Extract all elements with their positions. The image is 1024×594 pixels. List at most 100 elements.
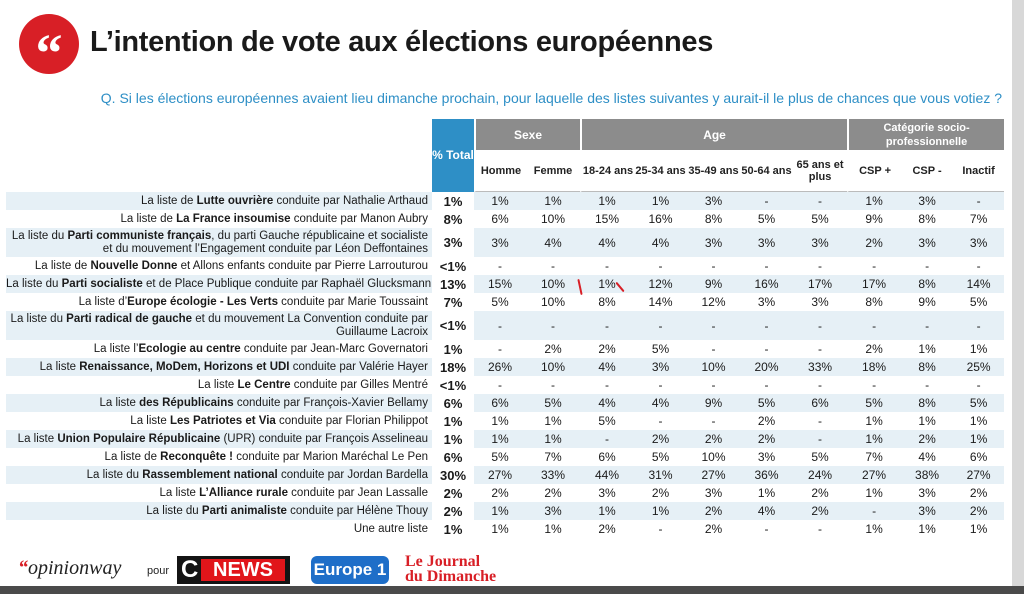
total-value: 8%: [432, 210, 474, 228]
cell-value: -: [793, 520, 848, 538]
table-row: La liste Renaissance, MoDem, Horizons et…: [6, 358, 1005, 376]
cell-value: 9%: [687, 394, 740, 412]
cell-value: 9%: [901, 293, 954, 311]
cell-value: 2%: [526, 340, 580, 358]
table-row: La liste Union Populaire Républicaine (U…: [6, 430, 1005, 448]
cell-value: -: [953, 376, 1005, 394]
cell-value: 6%: [474, 210, 526, 228]
list-label: La liste de Nouvelle Donne et Allons enf…: [6, 257, 432, 275]
cell-value: 8%: [901, 210, 954, 228]
cell-value: -: [953, 192, 1005, 210]
cell-value: 3%: [580, 484, 634, 502]
cell-value: 36%: [740, 466, 793, 484]
cell-value: 6%: [953, 448, 1005, 466]
cell-value: 4%: [634, 228, 687, 257]
total-value: 1%: [432, 430, 474, 448]
cell-value: 33%: [526, 466, 580, 484]
column-subheader: Inactif: [953, 150, 1005, 192]
page-title: L’intention de vote aux élections europé…: [90, 26, 714, 58]
results-table: % Total Sexe Age Catégorie socio-profess…: [6, 119, 1005, 538]
cell-value: 5%: [740, 394, 793, 412]
cell-value: -: [793, 257, 848, 275]
cell-value: 2%: [687, 430, 740, 448]
cell-value: 3%: [687, 228, 740, 257]
cell-value: -: [687, 412, 740, 430]
cell-value: 27%: [847, 466, 902, 484]
cell-value: -: [580, 430, 634, 448]
list-label: La liste du Parti communiste français, d…: [6, 228, 432, 257]
cell-value: 8%: [847, 293, 902, 311]
total-value: 13%: [432, 275, 474, 293]
cell-value: 4%: [580, 358, 634, 376]
cell-value: -: [634, 257, 687, 275]
table-row: La liste du Rassemblement national condu…: [6, 466, 1005, 484]
column-subheader: 25-34 ans: [634, 150, 687, 192]
cell-value: 3%: [740, 228, 793, 257]
list-label: La liste de Reconquête ! conduite par Ma…: [6, 448, 432, 466]
cell-value: 14%: [953, 275, 1005, 293]
cell-value: -: [687, 376, 740, 394]
cell-value: 10%: [526, 293, 580, 311]
cell-value: 3%: [901, 484, 954, 502]
cell-value: -: [687, 257, 740, 275]
cell-value: -: [793, 376, 848, 394]
cell-value: 5%: [953, 293, 1005, 311]
cell-value: 1%: [580, 275, 634, 293]
cell-value: 4%: [634, 394, 687, 412]
cell-value: -: [740, 192, 793, 210]
cell-value: -: [474, 376, 526, 394]
table-row: La liste de Nouvelle Donne et Allons enf…: [6, 257, 1005, 275]
cell-value: -: [474, 311, 526, 340]
total-value: <1%: [432, 311, 474, 340]
cell-value: 12%: [634, 275, 687, 293]
cell-value: -: [474, 257, 526, 275]
cell-value: 3%: [793, 293, 848, 311]
cell-value: -: [740, 311, 793, 340]
cell-value: -: [847, 502, 902, 520]
column-subheader: CSP +: [847, 150, 902, 192]
cell-value: 5%: [847, 394, 902, 412]
table-row: La liste du Parti socialiste et de Place…: [6, 275, 1005, 293]
cell-value: -: [687, 340, 740, 358]
cell-value: 27%: [953, 466, 1005, 484]
cell-value: 1%: [634, 192, 687, 210]
cell-value: 1%: [953, 340, 1005, 358]
cell-value: 2%: [634, 430, 687, 448]
cell-value: -: [793, 430, 848, 448]
total-value: 6%: [432, 394, 474, 412]
cell-value: -: [580, 376, 634, 394]
cell-value: 3%: [526, 502, 580, 520]
cell-value: 9%: [847, 210, 902, 228]
total-value: 1%: [432, 520, 474, 538]
column-subheader: Homme: [474, 150, 526, 192]
cell-value: -: [953, 257, 1005, 275]
cell-value: -: [526, 257, 580, 275]
cell-value: -: [793, 340, 848, 358]
cell-value: 16%: [740, 275, 793, 293]
cell-value: 15%: [474, 275, 526, 293]
total-value: 1%: [432, 192, 474, 210]
table-row: La liste du Parti communiste français, d…: [6, 228, 1005, 257]
europe1-logo: Europe 1: [311, 556, 389, 584]
cell-value: 3%: [901, 502, 954, 520]
cell-value: 1%: [474, 192, 526, 210]
cell-value: 1%: [526, 430, 580, 448]
cell-value: 10%: [526, 210, 580, 228]
cell-value: 44%: [580, 466, 634, 484]
window-frame-bottom: [0, 586, 1024, 594]
cell-value: 2%: [580, 340, 634, 358]
cell-value: 2%: [474, 484, 526, 502]
cell-value: 2%: [901, 430, 954, 448]
cell-value: 1%: [847, 520, 902, 538]
total-value: 1%: [432, 340, 474, 358]
cell-value: 1%: [474, 520, 526, 538]
cell-value: 10%: [687, 448, 740, 466]
cell-value: 6%: [474, 394, 526, 412]
cell-value: 10%: [526, 275, 580, 293]
cell-value: 1%: [526, 412, 580, 430]
cell-value: 5%: [474, 448, 526, 466]
column-subheader: 50-64 ans: [740, 150, 793, 192]
column-subheader: 35-49 ans: [687, 150, 740, 192]
cell-value: 14%: [634, 293, 687, 311]
cell-value: 4%: [901, 448, 954, 466]
